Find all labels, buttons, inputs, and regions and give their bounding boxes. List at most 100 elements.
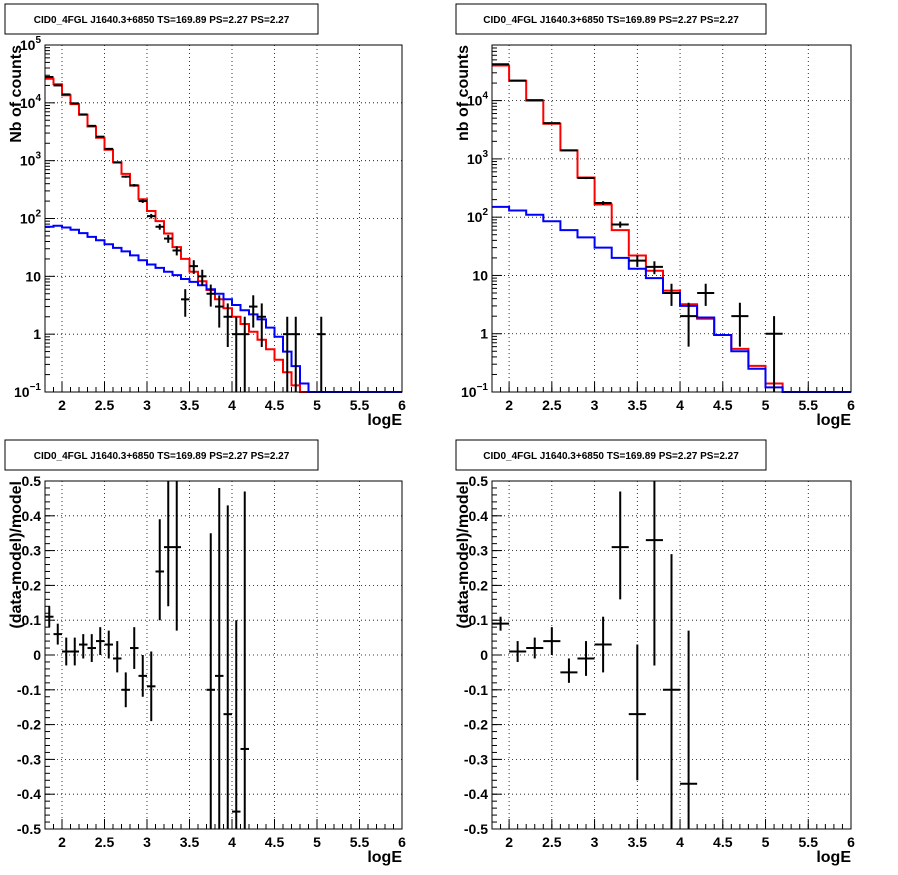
title-box xyxy=(4,3,319,35)
y-tick-label: 10−1 xyxy=(14,382,41,400)
residual-point xyxy=(240,491,249,829)
data-point xyxy=(147,213,156,219)
chart-panel-1: CID0_4FGL J1640.3+6850 TS=169.89 PS=2.27… xyxy=(4,3,406,429)
x-tick-label: 3.5 xyxy=(628,397,648,413)
data-point xyxy=(87,124,96,127)
data-point xyxy=(680,302,698,347)
residual-point xyxy=(645,481,663,666)
x-tick-label: 4 xyxy=(676,834,684,850)
x-tick-label: 2 xyxy=(505,397,513,413)
x-tick-label: 2 xyxy=(58,834,66,850)
data-point xyxy=(189,260,198,274)
data-point xyxy=(492,63,510,66)
residual-point xyxy=(62,637,71,666)
residual-point xyxy=(96,627,105,655)
x-tick-label: 5.5 xyxy=(799,834,819,850)
residual-point xyxy=(138,655,147,697)
residual-point xyxy=(53,623,62,645)
y-tick-label: 0.3 xyxy=(469,543,489,559)
data-point xyxy=(215,295,224,328)
y-tick-label: -0.1 xyxy=(17,682,41,698)
y-tick-label: 0.2 xyxy=(469,577,489,593)
x-axis-label: logE xyxy=(367,849,402,866)
x-tick-label: 2.5 xyxy=(542,397,562,413)
data-point xyxy=(662,283,681,306)
y-tick-label: 0.2 xyxy=(22,577,42,593)
residual-point xyxy=(492,616,510,631)
chart-title: CID0_4FGL J1640.3+6850 TS=169.89 PS=2.27… xyxy=(483,15,739,26)
x-tick-label: 6 xyxy=(398,834,406,850)
y-axis-label: nb of counts xyxy=(455,45,472,141)
y-tick-label: 0.5 xyxy=(22,473,42,489)
background-histogram-line xyxy=(45,224,402,393)
x-tick-label: 6 xyxy=(398,397,406,413)
data-point xyxy=(594,201,612,205)
data-point xyxy=(645,261,663,275)
data-point xyxy=(181,289,190,317)
y-tick-label: 105 xyxy=(20,35,42,53)
chart-title: CID0_4FGL J1640.3+6850 TS=169.89 PS=2.27… xyxy=(34,15,290,26)
x-tick-label: 2 xyxy=(505,834,513,850)
chart-title: CID0_4FGL J1640.3+6850 TS=169.89 PS=2.27… xyxy=(483,451,739,462)
y-tick-label: 102 xyxy=(467,207,489,225)
y-tick-label: -0.3 xyxy=(17,751,41,767)
data-point xyxy=(198,269,207,286)
residual-point xyxy=(104,630,113,659)
residual-point xyxy=(594,616,612,673)
x-tick-label: 4 xyxy=(228,397,236,413)
data-point xyxy=(164,234,173,243)
data-point xyxy=(543,122,561,125)
x-tick-label: 3.5 xyxy=(180,397,200,413)
data-point xyxy=(70,102,79,105)
data-point xyxy=(249,295,258,328)
y-tick-label: 0.1 xyxy=(469,612,489,628)
data-point xyxy=(526,99,544,102)
data-point xyxy=(240,316,249,392)
data-point xyxy=(96,135,105,138)
y-tick-label: -0.5 xyxy=(17,821,41,837)
title-box xyxy=(4,439,319,471)
x-tick-label: 2.5 xyxy=(95,397,115,413)
model-histogram-line xyxy=(492,64,851,393)
residual-point xyxy=(45,606,54,628)
residual-point xyxy=(215,487,224,829)
y-tick-label: 104 xyxy=(467,91,489,109)
residual-point xyxy=(662,554,681,829)
residual-point xyxy=(155,519,164,621)
x-tick-label: 5.5 xyxy=(350,834,370,850)
residual-point xyxy=(87,634,96,662)
residual-point xyxy=(680,630,698,829)
residual-point xyxy=(611,491,629,600)
x-tick-label: 4 xyxy=(676,397,684,413)
residual-point xyxy=(628,644,646,781)
data-point xyxy=(130,184,139,187)
y-tick-label: 103 xyxy=(20,151,42,169)
data-point xyxy=(53,84,62,87)
y-tick-label: -0.5 xyxy=(464,821,488,837)
data-point xyxy=(731,302,749,347)
x-tick-label: 5 xyxy=(762,397,770,413)
plot-frame xyxy=(44,480,403,830)
y-tick-label: 104 xyxy=(20,93,42,111)
y-tick-label: -0.4 xyxy=(464,786,488,802)
x-tick-label: 5.5 xyxy=(799,397,819,413)
x-tick-label: 5 xyxy=(762,834,770,850)
y-axis-label: (data-model)/model xyxy=(8,481,25,629)
title-box xyxy=(455,439,767,471)
residual-point xyxy=(232,620,241,829)
x-axis-label: logE xyxy=(816,849,851,866)
residual-point xyxy=(164,481,173,607)
x-tick-label: 4.5 xyxy=(713,397,733,413)
data-point xyxy=(113,161,122,164)
x-tick-label: 3 xyxy=(143,834,151,850)
y-tick-label: 0 xyxy=(33,647,41,663)
data-point xyxy=(697,283,715,306)
data-point xyxy=(206,284,215,307)
y-tick-label: 10−1 xyxy=(461,382,488,400)
model-histogram-line xyxy=(45,77,402,393)
data-point xyxy=(138,199,147,203)
x-tick-label: 3 xyxy=(591,397,599,413)
x-tick-label: 3.5 xyxy=(628,834,648,850)
y-tick-label: 0.4 xyxy=(469,508,489,524)
y-tick-label: 1 xyxy=(33,326,41,342)
